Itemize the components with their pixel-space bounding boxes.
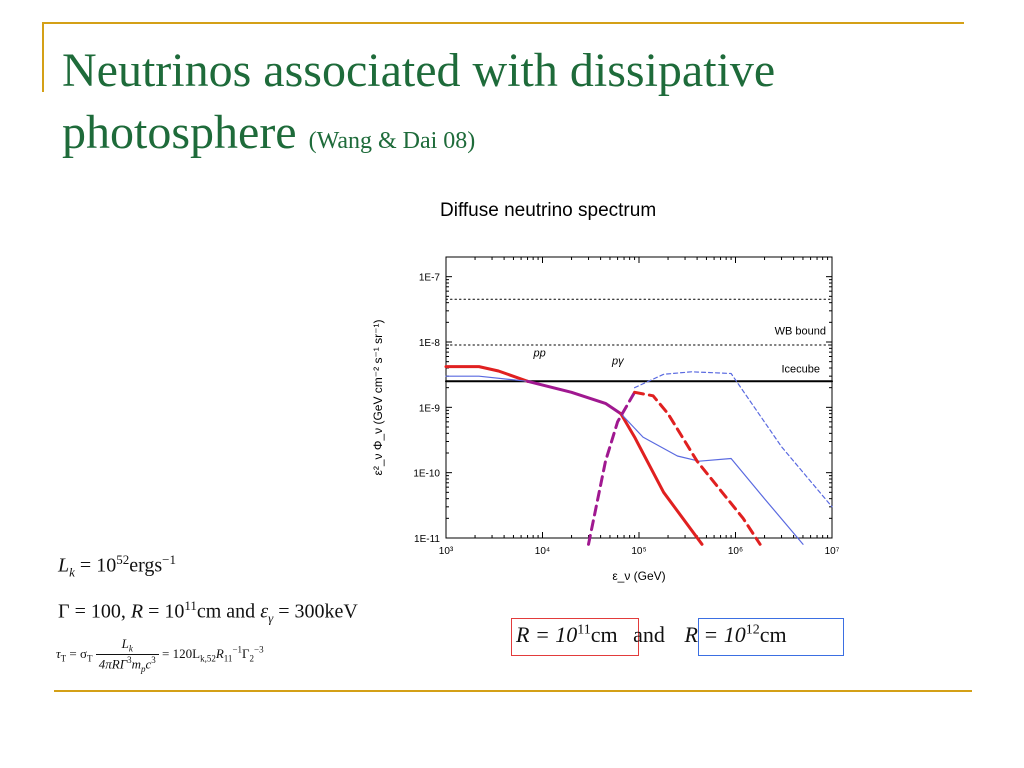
radius-2-exp: 12 [745, 622, 760, 638]
annotation-wb-bound: WB bound [775, 326, 826, 338]
eq-lk-exp: 52 [116, 552, 130, 567]
series-line-blue-solid [445, 375, 529, 382]
eq-tau-sub: T [60, 653, 67, 664]
eq-lk-unit-exp: −1 [162, 552, 176, 567]
eq-r-exp: 11 [184, 598, 197, 613]
series-line-blue-dashed [634, 371, 833, 508]
eq-lk-eq: = [79, 554, 92, 577]
eq-cm-and: cm and [196, 600, 256, 623]
radius-1: R = 10 [516, 622, 578, 647]
equation-luminosity: Lk = 1052ergs−1 [58, 552, 176, 581]
radius-2: R = 10 [684, 622, 746, 647]
y-tick-label: 1E-11 [414, 534, 440, 545]
eq-eps: ε [260, 600, 269, 623]
slide-title: Neutrinos associated with dissipative ph… [62, 40, 962, 172]
eq-r: R [130, 600, 144, 623]
eq-r-eq: = 10 [148, 600, 185, 623]
y-tick-label: 1E-7 [419, 273, 441, 284]
eq-tau-sigma: = σ [69, 645, 87, 661]
y-tick-label: 1E-8 [419, 338, 441, 349]
eq-gamma: Γ [58, 600, 70, 623]
radius-1-unit: cm [590, 622, 618, 647]
y-tick-label: 1E-9 [419, 403, 441, 414]
series-line-red-solid [444, 365, 530, 383]
annotation-pgamma: pγ [611, 356, 625, 368]
x-tick-label: 10⁴ [535, 546, 550, 557]
eq-eps-val: = 300keV [278, 600, 358, 623]
series-line-magenta-dashed [587, 390, 637, 546]
eq-tau-sigma-sub: T [87, 653, 93, 664]
x-tick-label: 10⁵ [631, 546, 646, 557]
eq-tau-den-mp: m [131, 655, 141, 671]
spectrum-chart: 1E-11 1E-10 1E-9 1E-8 1E-7 10³ 10⁴ 10⁵ 10⁶ 10⁷ ε_ν… [371, 256, 840, 583]
eq-tau-den-mp-sub: p [141, 663, 146, 674]
eq-tau-rhs-r-exp: −1 [232, 644, 243, 655]
radius-box-blue [698, 618, 844, 656]
series-line-magenta-solid [526, 379, 623, 416]
eq-tau-rhs-r: R [215, 645, 224, 661]
eq-gamma-val: = 100, [74, 600, 126, 623]
equation-optical-depth: τT = σT Lk 4πRΓ3mpc3 = 120Lk,52R11−1Γ2−3 [56, 636, 264, 674]
radius-2-unit: cm [759, 622, 787, 647]
accent-rule-bottom [54, 690, 972, 692]
eq-tau-den-c-exp: 3 [151, 654, 156, 665]
y-tick-label: 1E-10 [413, 469, 440, 480]
eq-tau-rhs: = 120L [162, 645, 201, 661]
equation-parameters: Γ = 100, R = 1011cm and εγ = 300keV [58, 598, 358, 627]
annotation-icecube: Icecube [781, 364, 820, 376]
x-axis-label: ε_ν (GeV) [612, 569, 665, 583]
x-tick-label: 10⁷ [825, 546, 840, 557]
eq-tau-num: L [121, 636, 129, 651]
eq-lk-sub: k [69, 564, 75, 580]
eq-tau-rhs-g: Γ [242, 645, 250, 661]
eq-tau-rhs-g-exp: −3 [254, 644, 264, 655]
radius-box-red [511, 618, 639, 656]
eq-tau-rhs-sub: k,52 [200, 653, 216, 664]
annotation-pp: pp [533, 347, 546, 359]
chart-caption: Diffuse neutrino spectrum [440, 200, 657, 221]
eq-tau-den-c: c [145, 655, 152, 671]
slide-title-reference: (Wang & Dai 08) [308, 128, 476, 154]
radius-1-exp: 11 [577, 622, 591, 638]
eq-tau-rhs-r-sub: 11 [223, 653, 233, 664]
eq-tau: τ [56, 645, 61, 661]
eq-tau-num-sub: k [128, 643, 133, 654]
x-tick-label: 10⁶ [728, 546, 743, 557]
series-line-blue-solid [620, 413, 804, 545]
eq-lk-unit: ergs [129, 554, 163, 577]
slide-title-main: Neutrinos associated with dissipative ph… [62, 44, 776, 159]
eq-lk-base: 10 [96, 554, 117, 577]
x-tick-label: 10³ [439, 546, 454, 557]
accent-bar-vertical [42, 22, 44, 92]
radius-and: and [633, 622, 665, 647]
y-axis-label: ε²_ν Φ_ν (GeV cm⁻² s⁻¹ sr⁻¹) [371, 320, 385, 476]
radius-comparison: R = 1011cm and R = 1012cm [516, 622, 787, 648]
series-line-red-solid [619, 412, 704, 546]
eq-tau-fraction: Lk 4πRΓ3mpc3 [95, 636, 159, 674]
eq-tau-den: 4πRΓ [98, 655, 128, 671]
accent-rule-top [42, 22, 964, 24]
eq-eps-sub: γ [268, 610, 274, 626]
eq-tau-rhs-g-sub: 2 [249, 653, 255, 664]
eq-lk-lhs: L [58, 554, 70, 577]
series-line-red-dashed [633, 390, 762, 546]
eq-tau-den-exp: 3 [127, 654, 132, 665]
